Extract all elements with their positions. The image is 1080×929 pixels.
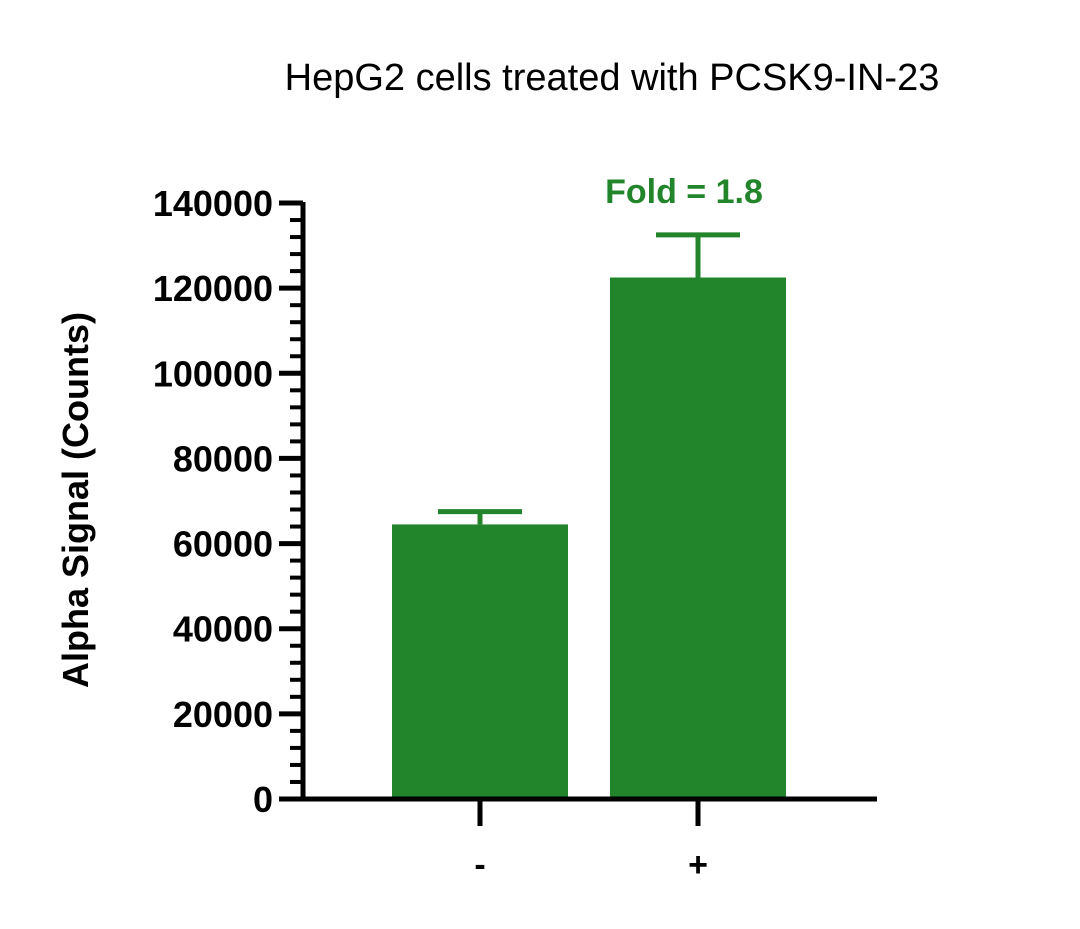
y-tick-label: 40000 <box>173 609 273 650</box>
bar-minus <box>392 524 568 799</box>
y-tick-label: 120000 <box>153 268 273 309</box>
y-tick-label: 0 <box>253 779 273 820</box>
plot-area: 0 20000 40000 60000 80000 100000 120000 140000 -… <box>153 173 877 884</box>
x-category-label: + <box>688 846 708 884</box>
y-tick-label: 20000 <box>173 694 273 735</box>
y-axis-label: Alpha Signal (Counts) <box>55 312 96 688</box>
chart-title: HepG2 cells treated with PCSK9-IN-23 <box>285 57 940 99</box>
y-tick-label: 60000 <box>173 524 273 565</box>
y-tick-label: 100000 <box>153 353 273 394</box>
x-category-label: - <box>474 846 485 884</box>
y-tick-label: 80000 <box>173 438 273 479</box>
bar-plus <box>610 277 786 799</box>
fold-annotation: Fold = 1.8 <box>605 173 763 211</box>
y-tick-label: 140000 <box>153 183 273 224</box>
y-axis-label-group: Alpha Signal (Counts) <box>55 312 96 688</box>
